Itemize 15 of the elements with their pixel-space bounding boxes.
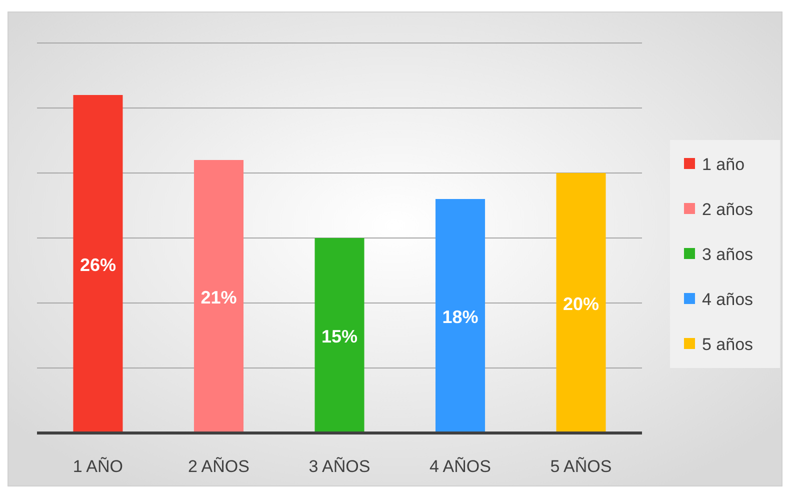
legend-label: 4 años	[702, 290, 754, 309]
legend-label: 2 años	[702, 200, 754, 219]
data-label: 15%	[321, 326, 358, 346]
data-label: 26%	[80, 255, 116, 275]
x-tick-label: 3 AÑOS	[308, 457, 370, 476]
x-tick-label: 4 AÑOS	[430, 457, 491, 476]
legend-label: 1 año	[702, 155, 745, 174]
data-label: 21%	[200, 288, 237, 308]
x-tick-label: 2 AÑOS	[188, 457, 250, 476]
data-label: 20%	[563, 294, 600, 314]
x-tick-label: 1 AÑO	[72, 457, 124, 476]
legend-label: 3 años	[702, 245, 754, 264]
x-tick-label: 5 AÑOS	[550, 457, 612, 476]
legend-label: 5 años	[702, 335, 754, 354]
data-label: 18%	[442, 307, 478, 327]
